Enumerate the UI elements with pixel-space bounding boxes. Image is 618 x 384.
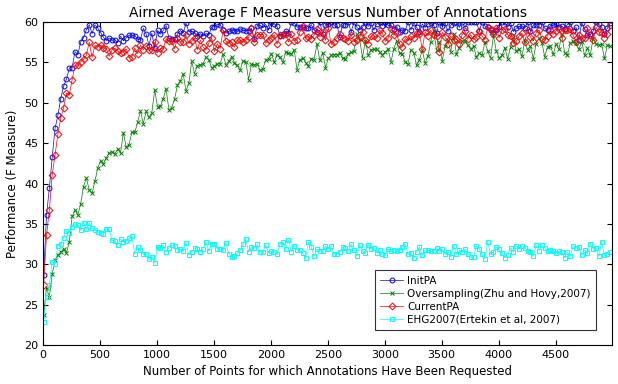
InitPA: [40, 272, 48, 277]
InitPA: [191, 30, 198, 35]
Y-axis label: Performance (F Measure): Performance (F Measure): [6, 109, 19, 258]
InitPA: [561, 26, 569, 31]
Oversampling(Zhu and Hovy,2007): [606, 44, 614, 48]
Oversampling(Zhu and Hovy,2007): [145, 115, 153, 119]
CurrentPA: [191, 36, 198, 41]
InitPA: [145, 43, 153, 48]
Line: Oversampling(Zhu and Hovy,2007): Oversampling(Zhu and Hovy,2007): [41, 29, 612, 317]
InitPA: [606, 21, 614, 26]
CurrentPA: [74, 63, 82, 68]
CurrentPA: [606, 23, 614, 28]
Oversampling(Zhu and Hovy,2007): [40, 312, 48, 317]
EHG2007(Ertekin et al, 2007): [40, 319, 48, 324]
EHG2007(Ertekin et al, 2007): [193, 247, 201, 252]
CurrentPA: [578, 36, 585, 40]
Legend: InitPA, Oversampling(Zhu and Hovy,2007), CurrentPA, EHG2007(Ertekin et al, 2007): InitPA, Oversampling(Zhu and Hovy,2007),…: [375, 270, 596, 330]
InitPA: [74, 52, 82, 57]
X-axis label: Number of Points for which Annotations Have Been Requested: Number of Points for which Annotations H…: [143, 366, 512, 379]
EHG2007(Ertekin et al, 2007): [74, 223, 82, 227]
EHG2007(Ertekin et al, 2007): [606, 250, 614, 255]
Line: CurrentPA: CurrentPA: [41, 23, 612, 287]
EHG2007(Ertekin et al, 2007): [63, 228, 70, 233]
EHG2007(Ertekin et al, 2007): [148, 254, 156, 259]
Title: Airned Average F Measure versus Number of Annotations: Airned Average F Measure versus Number o…: [129, 5, 527, 20]
Line: EHG2007(Ertekin et al, 2007): EHG2007(Ertekin et al, 2007): [41, 220, 612, 324]
Oversampling(Zhu and Hovy,2007): [74, 213, 82, 217]
CurrentPA: [40, 282, 48, 287]
InitPA: [581, 27, 588, 31]
InitPA: [63, 77, 70, 82]
CurrentPA: [558, 35, 565, 40]
EHG2007(Ertekin et al, 2007): [80, 220, 87, 225]
Oversampling(Zhu and Hovy,2007): [581, 53, 588, 58]
CurrentPA: [63, 91, 70, 95]
Oversampling(Zhu and Hovy,2007): [430, 29, 438, 33]
EHG2007(Ertekin et al, 2007): [561, 255, 569, 260]
Oversampling(Zhu and Hovy,2007): [561, 50, 569, 55]
Line: InitPA: InitPA: [41, 20, 612, 277]
InitPA: [268, 20, 275, 25]
Oversampling(Zhu and Hovy,2007): [191, 71, 198, 76]
Oversampling(Zhu and Hovy,2007): [63, 250, 70, 255]
EHG2007(Ertekin et al, 2007): [581, 247, 588, 252]
CurrentPA: [145, 48, 153, 52]
